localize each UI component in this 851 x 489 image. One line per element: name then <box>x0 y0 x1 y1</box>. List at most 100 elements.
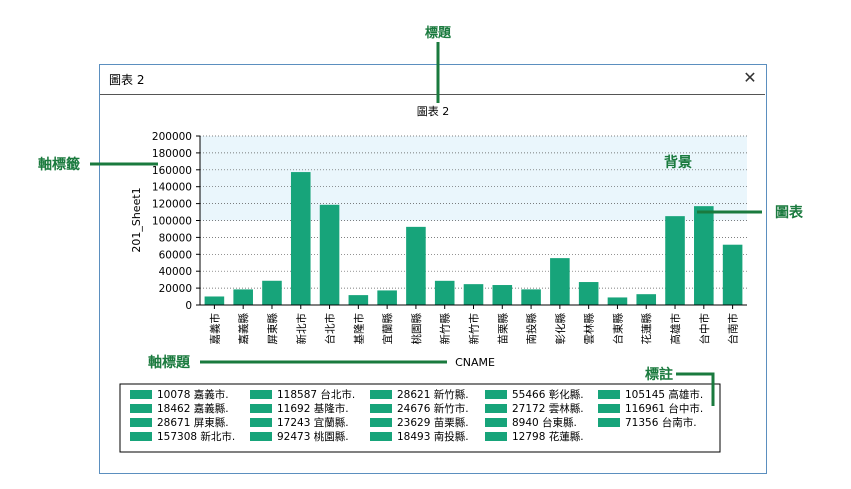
legend-callout-line <box>676 372 715 406</box>
y-tick-label: 0 <box>185 300 192 312</box>
chart-frame <box>100 94 765 474</box>
x-tick-label: 嘉義市 <box>208 313 221 345</box>
bar <box>607 297 628 305</box>
legend-entry: 24676 新竹市. <box>397 402 469 415</box>
legend-swatch <box>598 390 620 399</box>
axes <box>199 136 747 306</box>
legend-swatch <box>370 418 392 427</box>
x-tick-label: 新北市 <box>295 313 308 345</box>
annotation-chart: 圖表 <box>775 204 804 221</box>
bar <box>521 289 541 305</box>
y-tick-label: 160000 <box>152 165 192 177</box>
legend-swatch <box>485 390 507 399</box>
legend-swatch <box>598 418 620 427</box>
legend-entry: 12798 花蓮縣. <box>512 430 584 443</box>
legend-swatch <box>370 404 392 413</box>
x-tick-label: 花蓮縣 <box>640 313 653 345</box>
bar <box>636 294 657 305</box>
x-tick-label: 桃園縣 <box>410 313 423 345</box>
legend-entry: 71356 台南市. <box>625 416 697 429</box>
window-title: 圖表 2 <box>109 73 145 87</box>
plot-background <box>200 136 747 221</box>
y-tick-label: 180000 <box>152 148 192 160</box>
bar <box>550 258 570 305</box>
bar <box>434 280 455 305</box>
bar <box>665 216 685 305</box>
bar <box>492 285 513 305</box>
legend-entry: 23629 苗栗縣. <box>397 417 469 429</box>
bar <box>233 289 253 305</box>
annotations <box>90 42 762 406</box>
annotation-legend: 標註 <box>645 366 673 383</box>
bar <box>377 290 397 305</box>
annotation-axis-label: 軸標籤 <box>38 156 80 173</box>
bar <box>406 226 426 305</box>
y-tick-label: 200000 <box>152 131 192 143</box>
x-tick-label: 苗栗縣 <box>497 313 509 345</box>
legend-entry: 28621 新竹縣. <box>397 388 469 401</box>
legend-swatch <box>250 404 272 413</box>
y-axis-ticks: 0 20000 40000 60000 80000 100000 120000 140000 1… <box>152 131 200 312</box>
y-tick-label: 80000 <box>159 232 192 244</box>
bar <box>204 296 225 305</box>
x-tick-label: 台南市 <box>727 313 740 345</box>
legend-swatch <box>130 404 152 413</box>
window-titlebar[interactable]: 圖表 2 ✕ <box>100 65 766 92</box>
legend-swatch <box>485 404 507 413</box>
bar <box>319 204 340 305</box>
x-tick-label: 嘉義縣 <box>237 313 250 345</box>
legend-swatch <box>485 418 507 427</box>
x-tick-label: 台中市 <box>698 313 711 345</box>
legend-entry: 18462 嘉義縣. <box>157 402 229 415</box>
legend-entry: 105145 高雄市. <box>625 388 703 401</box>
x-tick-label: 新竹市 <box>468 313 481 345</box>
annotation-title: 標題 <box>425 25 452 41</box>
x-tick-label: 台東縣 <box>611 313 624 345</box>
legend-swatch <box>250 432 272 441</box>
legend-swatch <box>370 432 392 441</box>
bar <box>348 295 369 305</box>
close-icon[interactable]: ✕ <box>743 68 757 87</box>
bar <box>694 206 714 305</box>
legend-swatch <box>485 432 507 441</box>
legend-entry: 116961 台中市. <box>625 402 703 415</box>
bar <box>722 244 743 305</box>
bar <box>262 280 282 305</box>
y-tick-label: 20000 <box>159 283 192 295</box>
bar <box>578 282 599 305</box>
x-tick-label: 彰化縣 <box>554 313 567 345</box>
x-tick-label: 台北市 <box>324 313 337 345</box>
legend-swatch <box>370 390 392 399</box>
legend-entry: 8940 台東縣. <box>512 416 577 429</box>
legend: 10078 嘉義市.18462 嘉義縣.28671 屏東縣.157308 新北市… <box>130 388 703 443</box>
chart-title: 圖表 2 <box>417 104 450 118</box>
y-tick-label: 140000 <box>152 182 192 194</box>
legend-entry: 18493 南投縣. <box>397 430 469 443</box>
x-axis-ticks: 嘉義市 嘉義縣 屏東縣 新北市 台北市 基隆市 宜蘭縣 桃園縣 新竹縣 新竹市 苗栗縣 南投縣 彰化縣 雲… <box>208 305 740 345</box>
legend-swatch <box>130 418 152 427</box>
bar <box>463 284 484 305</box>
legend-entry: 17243 宜蘭縣. <box>277 416 349 429</box>
bars <box>204 172 743 305</box>
y-tick-label: 100000 <box>152 216 192 228</box>
legend-entry: 118587 台北市. <box>277 388 355 401</box>
bar <box>290 172 311 305</box>
x-tick-label: 南投縣 <box>525 313 538 345</box>
legend-entry: 27172 雲林縣. <box>512 402 584 415</box>
legend-entry: 11692 基隆市. <box>277 402 349 415</box>
y-tick-label: 60000 <box>159 249 192 261</box>
y-axis-title: 201_Sheet1 <box>130 187 143 252</box>
annotation-background: 背景 <box>664 154 692 171</box>
legend-swatch <box>598 404 620 413</box>
x-tick-label: 基隆市 <box>352 313 365 345</box>
legend-entry: 157308 新北市. <box>157 430 235 443</box>
x-tick-label: 宜蘭縣 <box>381 313 394 345</box>
legend-entry: 55466 彰化縣. <box>512 388 584 401</box>
annotation-axis-title: 軸標題 <box>148 354 191 371</box>
y-tick-label: 40000 <box>159 266 192 278</box>
x-axis-title: CNAME <box>455 356 495 369</box>
x-tick-label: 雲林縣 <box>583 313 596 345</box>
x-tick-label: 高雄市 <box>669 313 682 345</box>
